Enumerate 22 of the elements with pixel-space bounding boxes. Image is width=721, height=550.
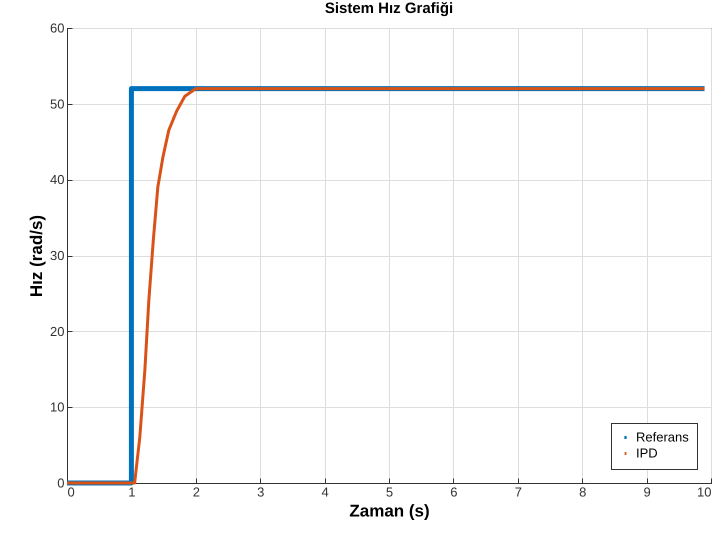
chart-title: Sistem Hız Grafiği [324, 0, 454, 17]
x-axis-title: Zaman (s) [349, 502, 430, 520]
x-tick-label: 6 [450, 484, 458, 500]
legend-label: IPD [636, 446, 658, 460]
x-tick-label: 2 [192, 484, 200, 500]
x-tick-label: 0 [68, 484, 75, 500]
x-tick-label: 3 [257, 484, 264, 500]
legend-label: Referans [636, 430, 690, 444]
y-tick-label: 40 [50, 172, 64, 188]
y-tick-label: 10 [50, 400, 64, 415]
x-tick-label: 10 [697, 484, 712, 500]
x-tick-label: 4 [321, 484, 329, 500]
x-tick-label: 7 [514, 484, 522, 500]
y-tick-label: 60 [50, 20, 64, 36]
x-tick-label: 1 [128, 484, 136, 500]
y-tick-label: 20 [50, 324, 64, 339]
y-tick-label: 30 [50, 248, 64, 263]
x-tick-label: 9 [643, 484, 651, 500]
y-tick-label: 50 [50, 96, 64, 112]
x-tick-label: 5 [386, 484, 394, 500]
y-axis-title: Hız (rad/s) [27, 214, 46, 298]
x-tick-label: 8 [579, 484, 586, 500]
